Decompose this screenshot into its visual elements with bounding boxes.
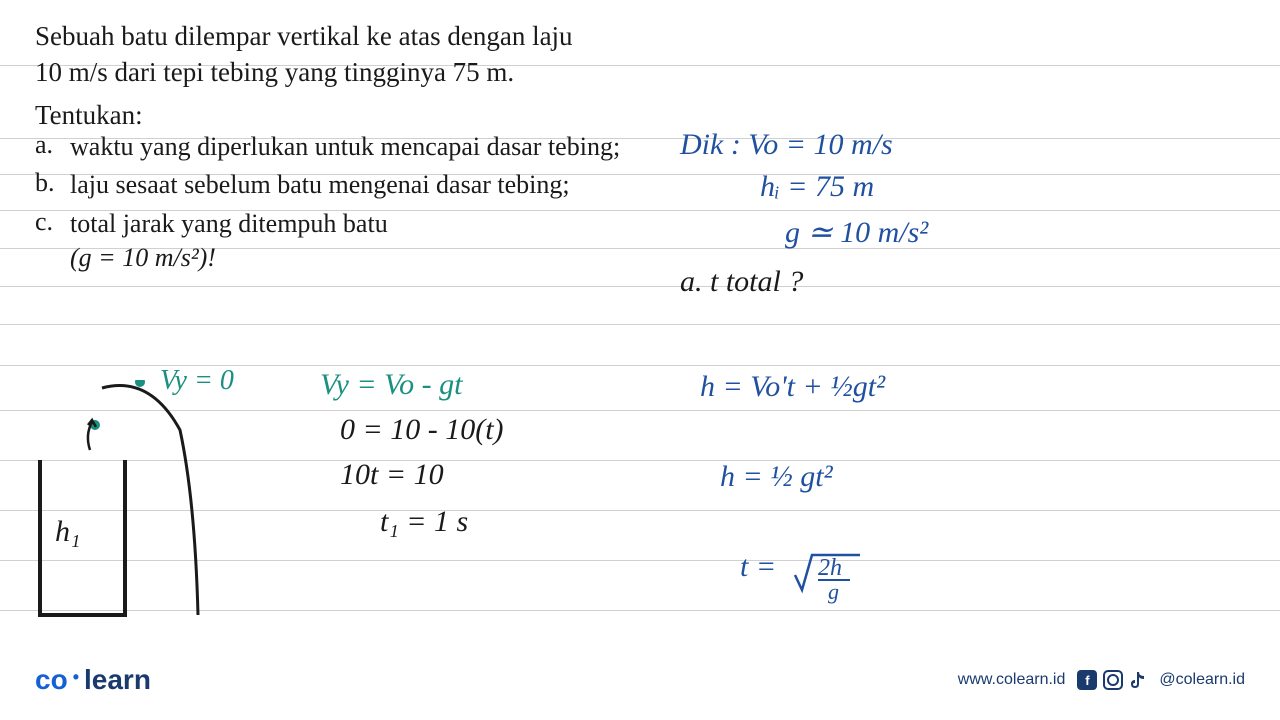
facebook-icon: f [1077, 670, 1097, 690]
hw-vy-simp: 10t = 10 [340, 458, 444, 492]
colearn-logo: co • learn [35, 664, 151, 696]
footer: co • learn www.colearn.id f @colearn.id [0, 660, 1280, 700]
list-item-a: a. waktu yang diperlukan untuk mencapai … [35, 130, 635, 164]
hw-t-eq: t = [740, 550, 776, 584]
hw-vy0: Vy = 0 [160, 365, 234, 397]
footer-url: www.colearn.id [958, 671, 1066, 689]
hw-vy-eq: Vy = Vo - gt [320, 368, 462, 402]
hw-hi: hᵢ = 75 m [760, 170, 874, 204]
tentukan-label: Tentukan: [35, 97, 635, 133]
problem-statement: Sebuah batu dilempar vertikal ke atas de… [35, 18, 635, 133]
svg-text:2h: 2h [818, 555, 842, 581]
svg-text:g: g [828, 579, 839, 604]
list-item-b: b. laju sesaat sebelum batu mengenai das… [35, 168, 635, 202]
hw-a-ttotal: a. t total ? [680, 265, 803, 299]
footer-handle: @colearn.id [1159, 671, 1245, 689]
social-icons: f [1077, 670, 1147, 690]
hw-h-eq2: h = ½ gt² [720, 460, 833, 494]
hw-dik: Dik : Vo = 10 m/s [680, 128, 893, 162]
problem-line-1: Sebuah batu dilempar vertikal ke atas de… [35, 18, 635, 54]
hw-g: g ≃ 10 m/s² [785, 215, 928, 250]
footer-right: www.colearn.id f @colearn.id [958, 670, 1245, 690]
problem-list: a. waktu yang diperlukan untuk mencapai … [35, 130, 635, 279]
problem-line-2: 10 m/s dari tepi tebing yang tingginya 7… [35, 54, 635, 90]
tiktok-icon [1129, 670, 1147, 690]
list-item-c: c. total jarak yang ditempuh batu (g = 1… [35, 207, 635, 276]
hw-t1: t₁ = 1 s [380, 505, 468, 539]
sqrt-icon: 2h g [790, 545, 870, 605]
hw-vy-sub: 0 = 10 - 10(t) [340, 413, 504, 447]
hw-h-eq: h = Vo't + ½gt² [700, 370, 885, 404]
trajectory-sketch: Vy = 0 h₁ [30, 380, 260, 660]
instagram-icon [1103, 670, 1123, 690]
hw-h1: h₁ [55, 515, 80, 549]
